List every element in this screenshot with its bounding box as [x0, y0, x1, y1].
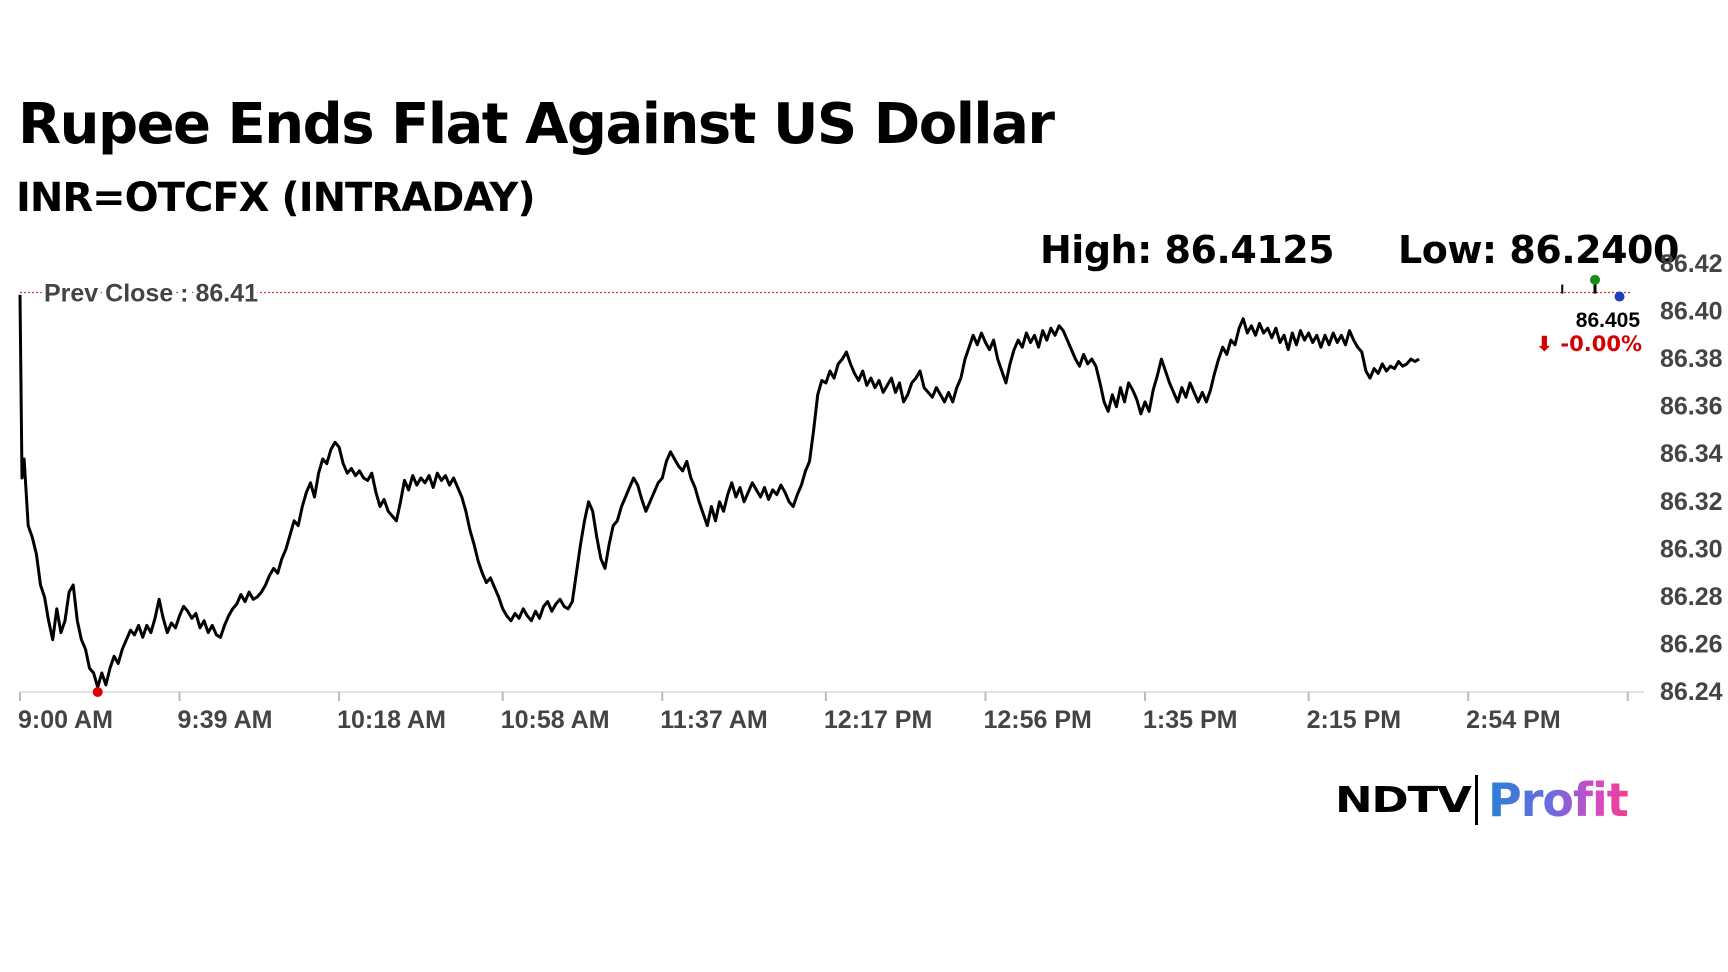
logo-ndtv-text: NDTV [1335, 779, 1472, 821]
chart-subtitle: INR=OTCFX (INTRADAY) [16, 175, 536, 221]
y-tick-label: 86.40 [1660, 298, 1723, 326]
last-point-marker [1614, 291, 1625, 302]
ndtv-profit-logo: NDTV Profit [1335, 770, 1629, 830]
high-point-marker [1590, 274, 1600, 285]
x-axis: 9:00 AM 9:39 AM 10:18 AM 10:58 AM 11:37 AM 12… [18, 691, 1644, 734]
x-tick-label: 9:00 AM [18, 706, 113, 734]
logo-divider [1475, 775, 1478, 825]
low-point-marker [92, 687, 103, 697]
low-stat: Low: 86.2400 [1398, 228, 1679, 272]
x-tick-label: 2:54 PM [1466, 706, 1560, 734]
x-tick-label: 2:15 PM [1307, 706, 1401, 734]
logo-profit-text: Profit [1488, 773, 1629, 827]
x-tick-label: 10:18 AM [337, 706, 446, 734]
y-tick-label: 86.30 [1660, 535, 1723, 563]
last-change-label: ⬇ -0.00% [1536, 332, 1642, 356]
last-price-markers [1561, 274, 1625, 302]
x-tick-label: 9:39 AM [178, 706, 273, 734]
x-tick-label: 10:58 AM [501, 706, 610, 734]
y-axis: 86.42 86.40 86.38 86.36 86.34 86.32 86.30 86.28… [1660, 250, 1723, 706]
y-tick-label: 86.42 [1660, 250, 1723, 278]
high-stat: High: 86.4125 [1040, 228, 1335, 272]
y-tick-label: 86.32 [1660, 488, 1723, 516]
last-price-label: 86.405 [1576, 309, 1641, 332]
series-line [18, 294, 1420, 689]
y-tick-label: 86.24 [1660, 678, 1723, 706]
x-tick-label: 12:17 PM [824, 706, 932, 734]
y-tick-label: 86.36 [1660, 393, 1723, 421]
y-tick-label: 86.28 [1660, 583, 1723, 611]
y-tick-label: 86.34 [1660, 440, 1723, 468]
chart-title: Rupee Ends Flat Against US Dollar [18, 92, 1055, 157]
x-tick-label: 1:35 PM [1143, 706, 1237, 734]
prev-close-label: Prev Close : 86.41 [44, 280, 258, 308]
x-tick-label: 11:37 AM [660, 706, 767, 734]
y-tick-label: 86.38 [1660, 345, 1723, 373]
y-tick-label: 86.26 [1660, 630, 1723, 658]
x-tick-label: 12:56 PM [983, 706, 1091, 734]
